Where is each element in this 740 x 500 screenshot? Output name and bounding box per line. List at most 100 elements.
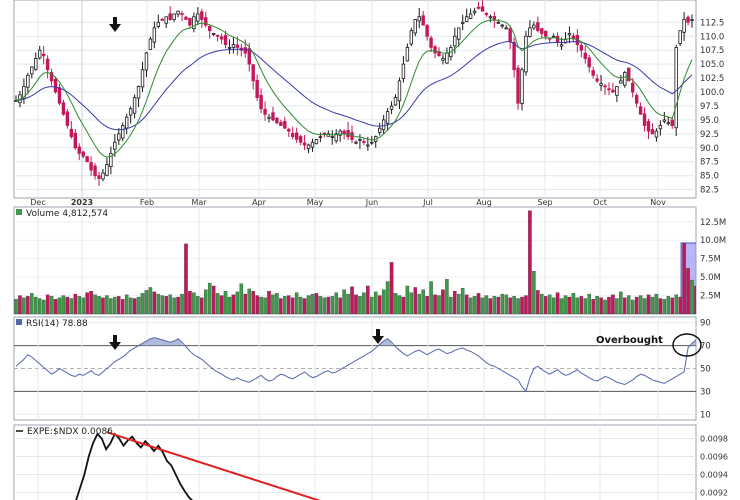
candle-body xyxy=(666,122,670,125)
volume-bar xyxy=(623,297,627,314)
volume-bar xyxy=(152,291,157,314)
price-tick-label: 92.5 xyxy=(700,130,719,140)
volume-bar xyxy=(81,297,85,314)
volume-bar xyxy=(516,298,520,314)
candle-body xyxy=(180,13,184,15)
price-tick-label: 85.0 xyxy=(700,172,719,182)
volume-bar xyxy=(235,291,240,314)
volume-bar xyxy=(417,293,421,314)
candle-body xyxy=(425,25,429,37)
volume-bar xyxy=(476,293,481,314)
volume-bar xyxy=(405,285,410,314)
candle-body xyxy=(318,136,323,139)
candle-body xyxy=(389,105,394,110)
volume-bar xyxy=(180,293,184,314)
volume-bar xyxy=(528,210,532,314)
volume-bar xyxy=(144,290,149,314)
price-tick-label: 82.5 xyxy=(700,186,719,196)
candle-body xyxy=(306,144,311,150)
candle-body xyxy=(393,97,398,106)
volume-bar xyxy=(445,279,449,314)
candle-body xyxy=(421,15,425,26)
volume-bar xyxy=(524,295,528,314)
candle-body xyxy=(176,10,180,15)
volume-bar xyxy=(267,290,271,314)
volume-tick-label: 5.0M xyxy=(700,273,721,283)
candle-body xyxy=(508,28,512,43)
candle-body xyxy=(204,17,208,26)
volume-bar xyxy=(156,293,161,314)
volume-bar xyxy=(504,294,508,314)
volume-bar xyxy=(136,296,141,314)
volume-bar xyxy=(251,290,255,314)
price-tick-label: 90.0 xyxy=(700,144,719,154)
volume-bar xyxy=(318,296,323,314)
volume-bar xyxy=(275,293,279,314)
candle-body xyxy=(464,16,469,23)
price-tick-label: 102.5 xyxy=(700,74,724,84)
candle-body xyxy=(342,130,346,135)
overbought-circle xyxy=(672,333,702,357)
month-gridlines xyxy=(37,0,659,500)
volume-bar xyxy=(73,293,78,314)
candle-body xyxy=(516,67,520,104)
candle-body xyxy=(496,21,500,24)
volume-bar xyxy=(290,297,295,314)
volume-bar xyxy=(449,296,453,314)
candle-body xyxy=(172,13,176,20)
volume-bar xyxy=(678,296,682,314)
candle-body xyxy=(405,47,410,62)
price-tick-label: 95.0 xyxy=(700,116,719,126)
candle-body xyxy=(322,132,327,135)
volume-tick-label: 12.5M xyxy=(700,218,726,228)
candle-body xyxy=(113,141,117,150)
candle-body xyxy=(22,86,26,99)
candle-body xyxy=(492,16,497,20)
volume-bar xyxy=(571,293,576,314)
volume-bar xyxy=(26,296,30,314)
x-tick-label: Sep xyxy=(537,198,552,207)
candle-body xyxy=(520,69,524,104)
rsi-tick-label: 90 xyxy=(700,319,711,329)
volume-bar xyxy=(97,296,101,314)
volume-bar xyxy=(508,297,512,314)
candle-body xyxy=(41,53,46,57)
candle-body xyxy=(441,58,445,61)
volume-bar xyxy=(255,295,259,314)
volume-bar xyxy=(148,287,153,314)
candle-body xyxy=(536,22,540,32)
volume-bar xyxy=(207,282,212,314)
price-grid xyxy=(14,21,696,191)
volume-bar xyxy=(520,296,524,314)
candle-body xyxy=(662,119,667,122)
rsi-line-path xyxy=(15,337,696,393)
volume-bar xyxy=(607,296,611,314)
candle-body xyxy=(117,133,121,141)
price-candles xyxy=(14,0,694,186)
volume-bar xyxy=(492,296,497,314)
candle-body xyxy=(678,30,682,44)
rsi-grid xyxy=(14,322,696,415)
volume-tick-labels: 12.5M 10.0M 7.5M 5.0M 2.5M xyxy=(700,218,726,302)
volume-bar xyxy=(543,296,548,314)
price-tick-label: 105.0 xyxy=(700,60,724,70)
volume-bar xyxy=(263,297,267,314)
volume-bar xyxy=(377,295,382,314)
volume-bar xyxy=(441,289,445,314)
volume-legend-swatch xyxy=(16,209,22,215)
candle-body xyxy=(235,44,240,48)
candle-body xyxy=(121,125,125,139)
volume-bar xyxy=(287,295,291,314)
volume-bar xyxy=(109,298,113,314)
candle-body xyxy=(646,121,651,132)
volume-bar xyxy=(599,297,603,314)
volume-bar xyxy=(247,288,251,314)
candle-body xyxy=(595,78,599,82)
candle-body xyxy=(128,108,133,116)
candle-body xyxy=(124,116,129,129)
x-tick-label: 2023 xyxy=(71,198,93,207)
candle-body xyxy=(144,52,149,71)
candle-body xyxy=(468,13,473,19)
volume-bar xyxy=(322,297,327,314)
candle-body xyxy=(85,156,89,163)
